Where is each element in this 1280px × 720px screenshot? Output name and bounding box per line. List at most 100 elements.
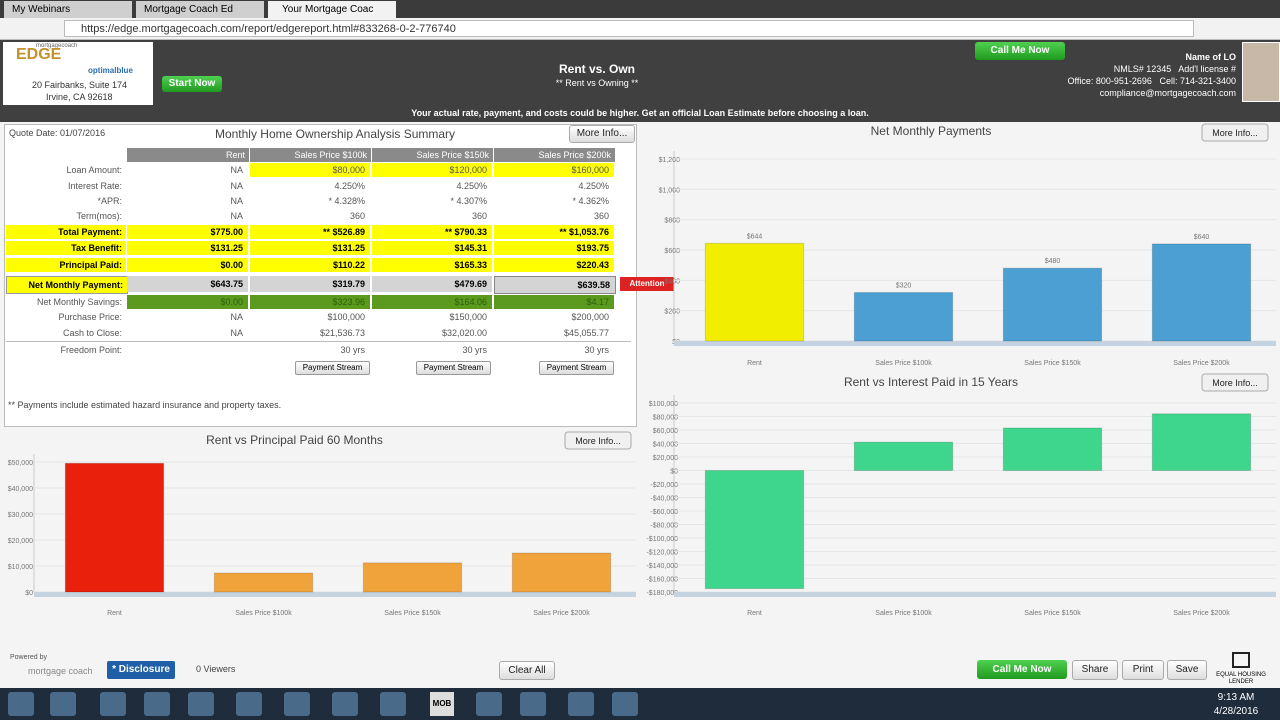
row-label: Net Monthly Savings: <box>36 297 122 307</box>
table-cell: ** $790.33 <box>372 225 492 239</box>
column-header: Sales Price $100k <box>250 148 371 162</box>
table-cell: $639.58 <box>494 276 616 294</box>
x-tick-label: Sales Price $150k <box>1024 360 1081 367</box>
taskbar-icon[interactable] <box>332 692 358 716</box>
bar <box>213 572 314 593</box>
brand: mortgage coach <box>28 666 93 676</box>
y-tick-label: $20,000 <box>653 455 678 462</box>
x-tick-label: Sales Price $100k <box>235 610 292 617</box>
taskbar-icon[interactable] <box>8 692 34 716</box>
table-cell: * 4.362% <box>572 196 609 206</box>
taskbar-icon[interactable] <box>188 692 214 716</box>
row-label: Net Monthly Payment: <box>6 276 128 294</box>
logo-small: mortgagecoach <box>36 43 78 49</box>
y-tick-label: $0 <box>25 590 33 597</box>
call-button[interactable]: Call Me Now <box>975 42 1065 60</box>
x-tick-label: Rent <box>747 360 762 367</box>
header-subtitle: ** Rent vs Owning ** <box>555 78 639 88</box>
more-info-label[interactable]: More Info... <box>575 436 621 446</box>
taskbar-icon[interactable] <box>476 692 502 716</box>
more-info-label[interactable]: More Info... <box>1212 378 1258 388</box>
table-cell: 360 <box>349 211 365 221</box>
disclosure-button[interactable]: * Disclosure <box>107 661 175 679</box>
y-tick-label: $60,000 <box>653 428 678 435</box>
more-info-button[interactable] <box>1201 123 1269 142</box>
bar <box>704 242 805 342</box>
x-tick-label: Sales Price $100k <box>875 360 932 367</box>
more-info-button[interactable] <box>564 431 632 450</box>
table-cell: * 4.307% <box>450 196 487 206</box>
call-button[interactable]: Call Me Now <box>977 660 1067 679</box>
y-tick-label: $800 <box>664 218 680 225</box>
table-cell: ** $526.89 <box>250 225 370 239</box>
ehl-icon <box>1232 652 1250 668</box>
bar <box>64 462 165 593</box>
table-cell: $100,000 <box>327 312 365 322</box>
table-cell: $165.33 <box>372 258 492 272</box>
taskbar-icon[interactable] <box>284 692 310 716</box>
start-button[interactable]: Start Now <box>162 76 222 92</box>
table-cell: NA <box>230 328 243 338</box>
x-tick-label: Rent <box>747 610 762 617</box>
share-button[interactable]: Share <box>1072 660 1118 680</box>
logo: EDGE <box>16 46 62 63</box>
table-cell: $21,536.73 <box>319 328 365 338</box>
row-label: Cash to Close: <box>62 328 122 338</box>
y-tick-label: $400 <box>664 278 680 285</box>
viewers: 0 Viewers <box>196 664 236 674</box>
y-tick-label: -$120,000 <box>646 550 678 557</box>
y-tick-label: -$60,000 <box>650 509 678 516</box>
quote-date: Quote Date: 01/07/2016 <box>9 128 106 138</box>
taskbar-icon[interactable] <box>612 692 638 716</box>
taskbar-icon[interactable] <box>144 692 170 716</box>
chart-title: Rent vs Interest Paid in 15 Years <box>844 375 1018 389</box>
x-tick-label: Sales Price $200k <box>1173 360 1230 367</box>
table-cell: $164.06 <box>372 295 492 309</box>
more-info-button[interactable]: More Info... <box>569 125 635 143</box>
taskbar-icon[interactable]: MOB <box>430 692 454 716</box>
table-cell: 30 yrs <box>584 345 609 355</box>
footnote: ** Payments include estimated hazard ins… <box>8 400 282 410</box>
clock-date: 4/28/2016 <box>1213 706 1259 717</box>
y-tick-label: $20,000 <box>8 538 33 545</box>
clear-button[interactable]: Clear All <box>499 661 555 680</box>
more-info-button[interactable] <box>1201 373 1269 392</box>
taskbar-icon[interactable] <box>236 692 262 716</box>
column-header: Rent <box>127 148 249 162</box>
tab[interactable]: Mortgage Coach Ed <box>136 1 264 18</box>
address: Irvine, CA 92618 <box>46 92 113 102</box>
y-tick-label: $0 <box>670 469 678 476</box>
value-label: $480 <box>1045 258 1061 265</box>
table-cell: $200,000 <box>571 312 609 322</box>
save-button[interactable]: Save <box>1167 660 1207 680</box>
ehl-text: EQUAL HOUSING LENDER <box>1216 672 1266 685</box>
table-cell: $193.75 <box>494 241 614 255</box>
taskbar-icon[interactable] <box>100 692 126 716</box>
row-label: Purchase Price: <box>58 312 122 322</box>
print-button[interactable]: Print <box>1122 660 1164 680</box>
x-tick-label: Sales Price $200k <box>533 610 590 617</box>
bar <box>362 562 463 593</box>
x-axis-band <box>34 592 636 597</box>
row-label: Total Payment: <box>6 225 126 239</box>
payment-stream-button[interactable]: Payment Stream <box>416 361 491 375</box>
taskbar-icon[interactable] <box>520 692 546 716</box>
charts: Net Monthly Payments More Info... $0 $200 $4… <box>8 123 1276 617</box>
clock-time: 9:13 AM <box>1217 692 1255 703</box>
table-cell: $160,000 <box>494 163 614 177</box>
taskbar-icon[interactable] <box>50 692 76 716</box>
taskbar-icon[interactable] <box>568 692 594 716</box>
lo-name: Name of LO <box>1185 52 1236 62</box>
more-info-label[interactable]: More Info... <box>1212 128 1258 138</box>
row-label: Term(mos): <box>76 211 123 221</box>
url-bar[interactable]: https://edge.mortgagecoach.com/report/ed… <box>64 20 1194 37</box>
y-tick-label: -$20,000 <box>650 482 678 489</box>
table-cell: $0.00 <box>127 258 248 272</box>
payment-stream-button[interactable]: Payment Stream <box>539 361 614 375</box>
taskbar-icon[interactable] <box>380 692 406 716</box>
payment-stream-button[interactable]: Payment Stream <box>295 361 370 375</box>
tab[interactable]: My Webinars <box>4 1 132 18</box>
y-tick-label: -$40,000 <box>650 496 678 503</box>
tab-active[interactable]: Your Mortgage Coac <box>268 1 396 18</box>
chart-title: Net Monthly Payments <box>871 124 992 138</box>
